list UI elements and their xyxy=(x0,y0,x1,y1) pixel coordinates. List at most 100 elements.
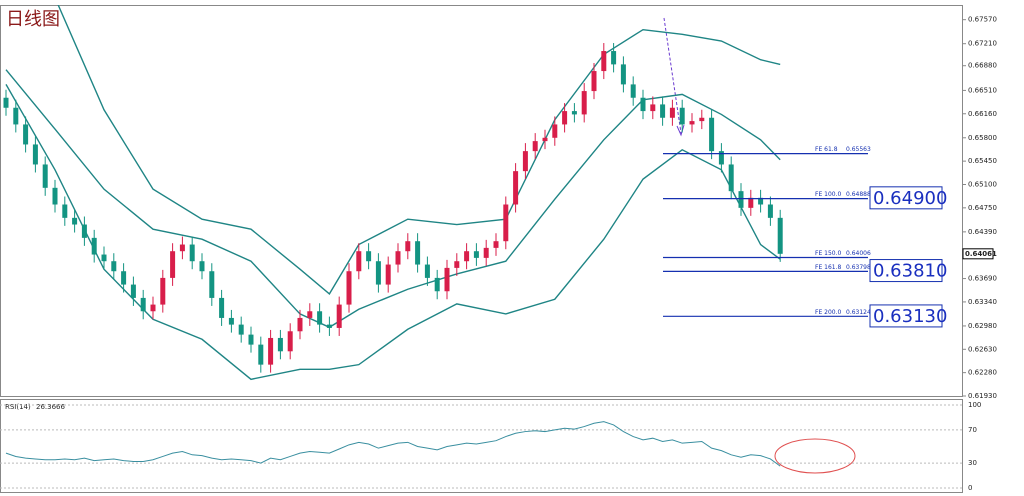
y-tick-label: 0.64390 xyxy=(968,228,997,236)
candle-body xyxy=(258,344,264,365)
candle-body xyxy=(23,124,29,145)
candle-body xyxy=(718,151,724,165)
candle-body xyxy=(434,277,440,292)
candle-body xyxy=(571,111,577,115)
y-tick-label: 0.62980 xyxy=(968,322,997,330)
candle-body xyxy=(366,251,372,262)
candle-body xyxy=(150,304,156,312)
y-tick-label: 0.65450 xyxy=(968,157,997,165)
candle-body xyxy=(317,311,323,325)
candle-body xyxy=(385,264,391,285)
candle-body xyxy=(464,251,470,262)
fib-name: FE 61.8 xyxy=(815,146,838,153)
candle-body xyxy=(346,271,352,305)
candle-body xyxy=(170,251,176,278)
plot-area xyxy=(3,5,783,381)
candle-body xyxy=(3,97,9,108)
rsi-tick-label: 30 xyxy=(968,459,977,467)
candle-body xyxy=(395,251,401,265)
rsi-tick-label: 100 xyxy=(968,401,981,409)
trend-arrow xyxy=(663,17,682,134)
level-box xyxy=(869,186,943,210)
candle-body xyxy=(248,334,254,345)
candle-body xyxy=(542,137,548,142)
y-tick-label: 0.67210 xyxy=(968,40,997,48)
main-panel xyxy=(0,5,963,397)
candle-body xyxy=(405,241,411,252)
bollinger-band xyxy=(5,84,781,381)
candle-body xyxy=(552,124,558,138)
candle-body xyxy=(650,104,656,112)
candle-body xyxy=(32,144,38,165)
candle-body xyxy=(209,271,215,298)
rsi-tick-label: 0 xyxy=(968,484,972,492)
level-label: 0.63130 xyxy=(873,306,947,327)
rsi-title: RSI(14) xyxy=(5,403,31,411)
candle-body xyxy=(758,197,764,205)
candle-body xyxy=(444,267,450,292)
candle-body xyxy=(424,264,430,278)
candle-body xyxy=(228,317,234,325)
candle-body xyxy=(189,244,195,262)
rsi-line xyxy=(5,421,781,467)
candle-body xyxy=(738,191,744,208)
candle-body xyxy=(326,324,332,328)
candle-body xyxy=(777,217,783,254)
level-box xyxy=(869,259,943,283)
fib-name: FE 100.0 xyxy=(815,191,842,198)
candle-body xyxy=(42,164,48,188)
candle-body xyxy=(287,331,293,352)
level-label: 0.64900 xyxy=(873,188,947,209)
candle-body xyxy=(513,171,519,205)
candle-body xyxy=(709,117,715,152)
candle-body xyxy=(689,121,695,125)
fib-value: 0.63124 xyxy=(846,309,871,316)
fib-value: 0.63798 xyxy=(846,264,871,271)
candle-body xyxy=(679,107,685,125)
candle-body xyxy=(62,204,68,218)
candle-body xyxy=(562,111,568,125)
fib-value: 0.64006 xyxy=(846,250,871,257)
bollinger-band xyxy=(5,69,781,329)
candle-body xyxy=(297,317,303,332)
candle-body xyxy=(179,244,185,252)
candle-body xyxy=(611,51,617,65)
rsi-value: 26.3666 xyxy=(36,403,65,411)
fib-name: FE 200.0 xyxy=(815,309,842,316)
candle-body xyxy=(522,151,528,172)
candle-body xyxy=(748,197,754,208)
candle-body xyxy=(591,71,597,92)
candle-body xyxy=(52,187,58,205)
candle-body xyxy=(415,241,421,265)
candle-body xyxy=(219,297,225,318)
candle-body xyxy=(375,261,381,285)
candle-body xyxy=(669,107,675,118)
candle-body xyxy=(640,97,646,112)
candle-body xyxy=(620,64,626,85)
candle-body xyxy=(483,247,489,258)
candle-body xyxy=(601,51,607,72)
rsi-tick-label: 70 xyxy=(968,426,977,434)
y-tick-label: 0.66510 xyxy=(968,86,997,94)
candle-body xyxy=(581,91,587,115)
fib-name: FE 161.8 xyxy=(815,264,842,271)
candle-body xyxy=(493,241,499,248)
candle-body xyxy=(101,254,107,262)
fib-value: 0.65563 xyxy=(846,146,871,153)
fib-name: FE 150.0 xyxy=(815,250,842,257)
y-tick-label: 0.62630 xyxy=(968,345,997,353)
y-tick-label: 0.65800 xyxy=(968,134,997,142)
candle-body xyxy=(140,297,146,312)
candle-body xyxy=(699,117,705,122)
candle-body xyxy=(454,261,460,268)
candle-body xyxy=(630,84,636,98)
y-tick-label: 0.63690 xyxy=(968,275,997,283)
candle-body xyxy=(111,261,117,272)
candle-body xyxy=(13,107,19,125)
fib-value: 0.64888 xyxy=(846,191,871,198)
candle-body xyxy=(356,251,362,272)
arrow-head xyxy=(676,124,685,137)
highlight-ellipse xyxy=(774,438,856,474)
candle-body xyxy=(532,141,538,152)
